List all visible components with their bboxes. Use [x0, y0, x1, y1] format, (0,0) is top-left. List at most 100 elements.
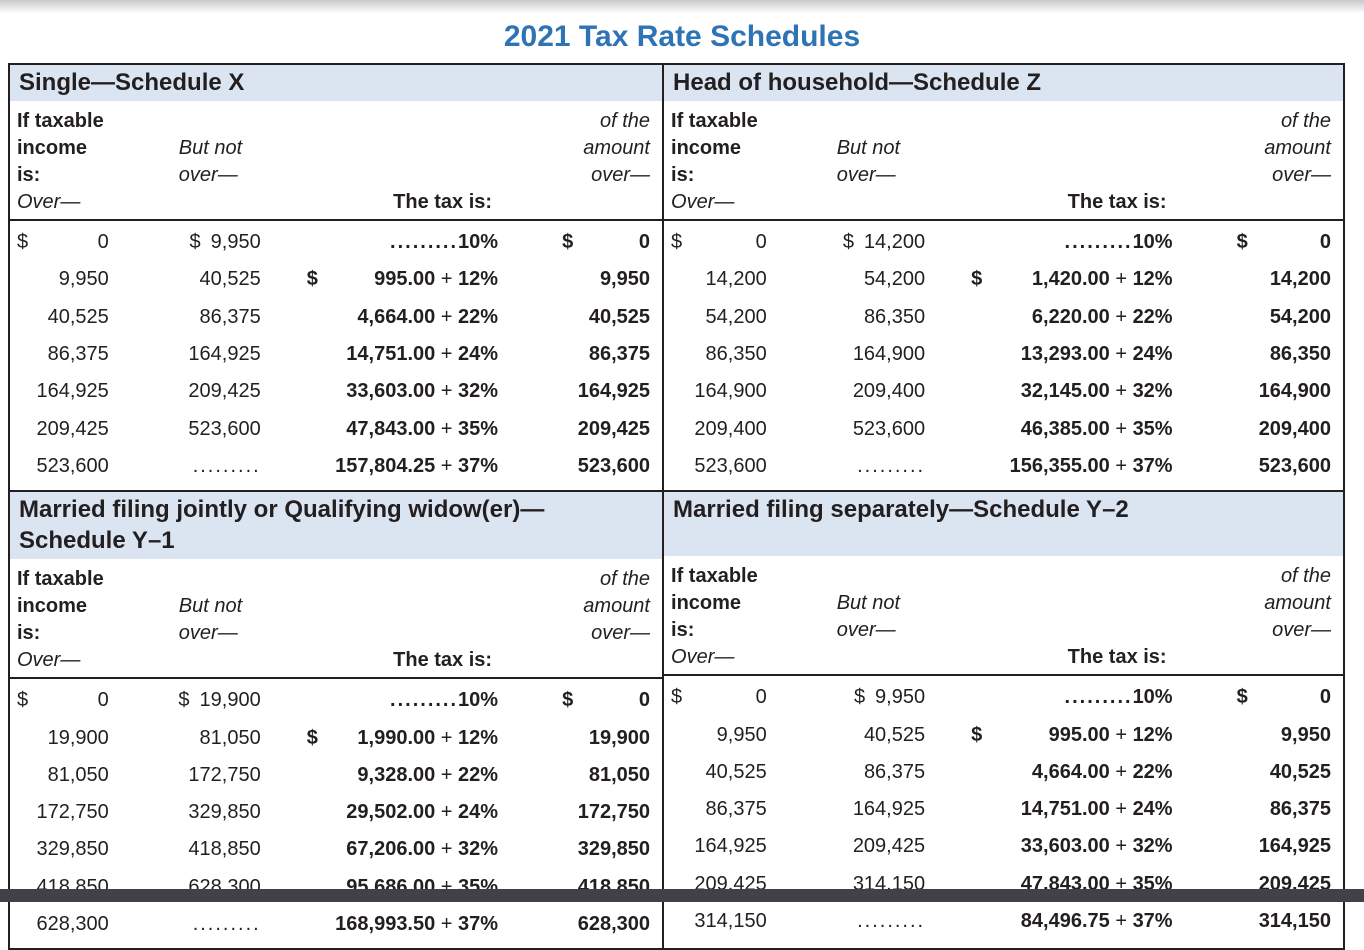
tax-lead-dots: ......... — [1064, 231, 1133, 254]
butnot-value: 81,050 — [199, 726, 261, 749]
butnot-value: 418,850 — [188, 838, 261, 861]
over-value: 86,375 — [705, 798, 767, 821]
over-cell: 209,400 — [671, 417, 767, 441]
tax-value: 995.00 + 12% — [1049, 724, 1173, 747]
tax-rate: 37% — [1132, 910, 1173, 932]
tax-bracket-row: 164,925 209,425 33,603.00 + 32% 164,925 — [17, 373, 650, 410]
tax-value: 1,420.00 + 12% — [1032, 268, 1173, 291]
tax-cell: $1,990.00 + 12% — [261, 727, 498, 750]
plus-sign: + — [435, 801, 459, 824]
col-header-taxis: The tax is: — [1067, 646, 1167, 669]
dollar-sign: $ — [671, 231, 683, 254]
tax-amount: 46,385.00 — [1020, 417, 1110, 440]
col-header-butnot: But not over— — [836, 137, 901, 186]
amount-over-cell: 164,925 — [498, 380, 650, 403]
over-value: 0 — [755, 686, 767, 709]
bracket-rows: $0 $ 19,900 .........10% $0 19,900 81,050 $1,9… — [10, 679, 662, 948]
over-value: 209,400 — [694, 417, 767, 440]
amount-over-value: 329,850 — [577, 838, 650, 861]
tax-amount: 67,206.00 — [346, 838, 436, 861]
over-cell: 40,525 — [671, 761, 767, 784]
dollar-sign: $ — [671, 686, 683, 709]
tax-amount: 157,804.25 — [335, 454, 436, 477]
tax-amount: 156,355.00 — [1009, 454, 1110, 477]
butnot-value: 523,600 — [188, 417, 261, 440]
butnot-cell: 523,600 — [767, 418, 925, 441]
tax-bracket-row: 523,600......... 156,355.00 + 37% 523,600 — [671, 448, 1331, 485]
amount-over-cell: 209,425 — [498, 418, 650, 441]
amount-over-value: 9,950 — [1280, 723, 1331, 746]
amount-over-cell: 164,900 — [1173, 380, 1331, 403]
tax-amount: 168,993.50 — [335, 913, 436, 935]
butnot-cell: $ 19,900 — [109, 689, 260, 712]
tax-bracket-row: 86,350 164,900 13,293.00 + 24% 86,350 — [671, 336, 1331, 373]
tax-rate: 12% — [458, 726, 499, 749]
over-cell: 523,600 — [671, 455, 766, 478]
tax-bracket-row: 523,600......... 157,804.25 + 37% 523,600 — [17, 448, 650, 485]
tax-rate: 37% — [1132, 454, 1173, 477]
over-value: 19,900 — [47, 726, 109, 749]
bracket-rows: $0 $ 9,950 .........10% $0 9,950 40,525 $995.0… — [10, 221, 662, 490]
over-value: 40,525 — [47, 305, 109, 328]
butnot-cell: 523,600 — [109, 417, 261, 441]
tax-bracket-row: 209,425 523,600 47,843.00 + 35% 209,425 — [17, 410, 650, 447]
plus-sign: + — [1109, 872, 1133, 895]
amount-over-value: 209,425 — [577, 417, 650, 440]
tax-value: 47,843.00 + 35% — [346, 418, 498, 441]
tax-amount: 995.00 — [1048, 723, 1110, 746]
butnot-cell: 209,425 — [767, 835, 925, 858]
butnot-cell: 86,375 — [109, 306, 261, 329]
butnot-value: $ 9,950 — [853, 686, 926, 709]
over-value: 0 — [97, 689, 109, 712]
tax-cell: 156,355.00 + 37% — [925, 454, 1173, 478]
plus-sign: + — [1109, 454, 1133, 477]
plus-sign: + — [435, 380, 459, 403]
butnot-cell: $ 9,950 — [109, 231, 261, 254]
tax-value: 29,502.00 + 24% — [346, 801, 498, 824]
tax-rate: 22% — [1132, 760, 1173, 783]
tax-rate: 24% — [1132, 343, 1173, 366]
section-married-jointly: Married filing jointly or Qualifying wid… — [10, 490, 663, 948]
tax-bracket-row: 81,050 172,750 9,328.00 + 22% 81,050 — [17, 757, 650, 794]
plus-sign: + — [1109, 835, 1133, 858]
tax-value: 67,206.00 + 32% — [346, 838, 498, 861]
section-header-mfj: Married filing jointly or Qualifying wid… — [10, 492, 663, 560]
butnot-value: ......... — [857, 454, 926, 477]
amount-over-value: 9,950 — [599, 268, 650, 291]
amount-over-cell: 86,375 — [1173, 798, 1331, 821]
plus-sign: + — [435, 417, 459, 440]
tax-amount: 4,664.00 — [357, 305, 436, 328]
tax-amount: 32,145.00 — [1020, 380, 1110, 403]
plus-sign: + — [435, 268, 459, 291]
over-value: 314,150 — [694, 910, 767, 932]
plus-sign: + — [1109, 305, 1133, 328]
tax-amount: 4,664.00 — [1031, 760, 1110, 783]
butnot-value: 40,525 — [199, 268, 261, 291]
over-cell: 164,925 — [671, 835, 766, 858]
over-cell: 86,375 — [17, 343, 109, 366]
butnot-value: $ 14,200 — [842, 231, 926, 254]
butnot-cell: $ 14,200 — [767, 231, 925, 254]
page-top-edge — [0, 0, 1364, 13]
column-headers: If taxable income is: Over— But not over… — [664, 556, 1343, 677]
amount-over-cell: 314,150 — [1173, 910, 1331, 933]
page-title: 2021 Tax Rate Schedules — [503, 20, 861, 53]
over-cell: 628,300 — [17, 913, 108, 936]
amount-over-value: 0 — [1319, 231, 1331, 254]
butnot-cell: 40,525 — [767, 724, 925, 747]
butnot-cell: 418,850 — [109, 838, 261, 861]
tax-bracket-row: 40,525 86,375 4,664.00 + 22% 40,525 — [671, 754, 1331, 791]
butnot-cell: 209,425 — [109, 380, 260, 403]
butnot-value: 172,750 — [188, 763, 261, 786]
tax-cell: 13,293.00 + 24% — [925, 343, 1173, 366]
tax-rate: 22% — [458, 305, 499, 328]
tax-rate: 12% — [1132, 268, 1173, 291]
tax-value: 4,664.00 + 22% — [357, 306, 498, 329]
section-title-line: Schedule Y–1 — [19, 527, 175, 555]
over-value: 40,525 — [705, 760, 767, 783]
tax-rate: 22% — [458, 763, 499, 786]
over-cell: 9,950 — [17, 268, 109, 291]
amount-over-value: 0 — [1319, 686, 1331, 709]
amount-over-value: 40,525 — [1269, 760, 1331, 783]
over-value: 209,425 — [36, 417, 109, 440]
